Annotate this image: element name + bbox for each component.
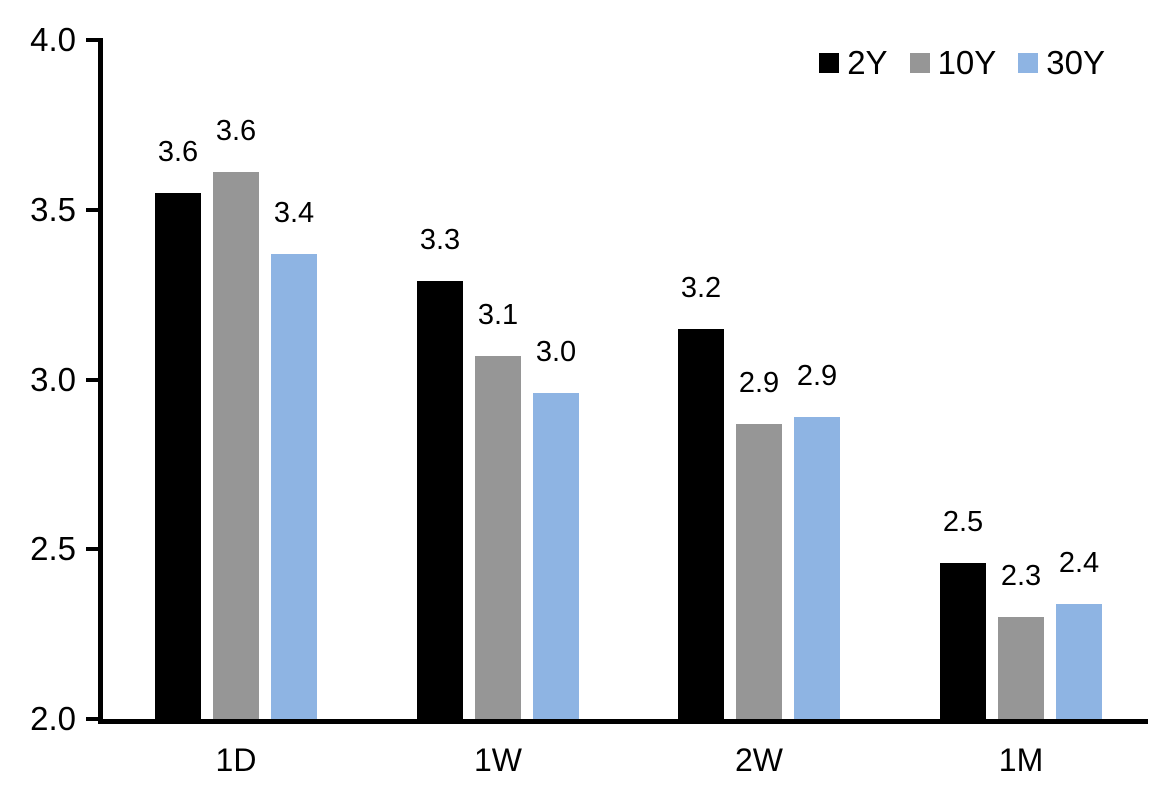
legend: 2Y 10Y 30Y: [819, 46, 1105, 79]
y-axis-tick: [86, 547, 103, 552]
data-label-10y-2w: 2.9: [738, 367, 780, 399]
legend-swatch-10y-icon: [909, 52, 930, 73]
data-label-2y-2w: 3.2: [680, 272, 722, 304]
bar-30y-1d: [271, 254, 317, 719]
legend-label-10y: 10Y: [937, 44, 997, 81]
bar-10y-2w: [736, 424, 782, 719]
legend-item-30y: 30Y: [1018, 46, 1105, 79]
legend-label-2y: 2Y: [847, 44, 888, 81]
data-label-30y-2w: 2.9: [796, 360, 838, 392]
y-axis-tick-label: 2.0: [30, 700, 76, 737]
data-label-10y-1m: 2.3: [1000, 560, 1042, 592]
x-axis-label-1w: 1W: [474, 742, 522, 778]
bar-30y-1m: [1056, 604, 1102, 719]
y-axis-tick-label: 4.0: [30, 21, 76, 58]
legend-swatch-30y-icon: [1018, 52, 1039, 73]
data-label-30y-1w: 3.0: [535, 336, 577, 368]
bar-2y-2w: [678, 329, 724, 719]
y-axis-tick: [86, 38, 103, 42]
y-axis-tick: [86, 207, 103, 212]
data-label-10y-1w: 3.1: [477, 299, 519, 331]
data-label-30y-1m: 2.4: [1058, 547, 1100, 579]
y-axis-tick: [86, 717, 103, 721]
x-axis-line: [98, 719, 1148, 724]
plot-area: 3.6 3.6 3.4 3.3 3.1 3.0 3.2 2.9 2.9 2.5 2.3 2.4: [103, 40, 1148, 719]
data-label-10y-1d: 3.6: [215, 115, 257, 147]
data-label-2y-1m: 2.5: [942, 506, 984, 538]
bar-2y-1m: [940, 563, 986, 719]
legend-swatch-2y-icon: [819, 52, 840, 73]
y-axis-tick-label: 3.0: [30, 360, 76, 398]
y-axis-tick: [86, 377, 103, 382]
y-axis-tick-label: 3.5: [30, 190, 76, 228]
legend-item-10y: 10Y: [909, 44, 997, 81]
data-label-2y-1d: 3.6: [157, 136, 199, 168]
bar-10y-1d: [213, 172, 259, 719]
bar-2y-1d: [155, 193, 201, 719]
x-axis-label-1m: 1M: [998, 742, 1044, 778]
legend-item-2y: 2Y: [819, 44, 888, 81]
y-axis-tick-label: 2.5: [30, 530, 76, 568]
bar-30y-2w: [794, 417, 840, 719]
data-label-30y-1d: 3.4: [273, 197, 315, 229]
data-label-2y-1w: 3.3: [419, 224, 461, 256]
bar-10y-1w: [475, 356, 521, 719]
bar-10y-1m: [998, 617, 1044, 719]
legend-label-30y: 30Y: [1046, 44, 1105, 81]
bar-30y-1w: [533, 393, 579, 719]
bar-2y-1w: [417, 281, 463, 719]
x-axis-label-1d: 1D: [215, 742, 257, 778]
x-axis-label-2w: 2W: [735, 742, 783, 778]
